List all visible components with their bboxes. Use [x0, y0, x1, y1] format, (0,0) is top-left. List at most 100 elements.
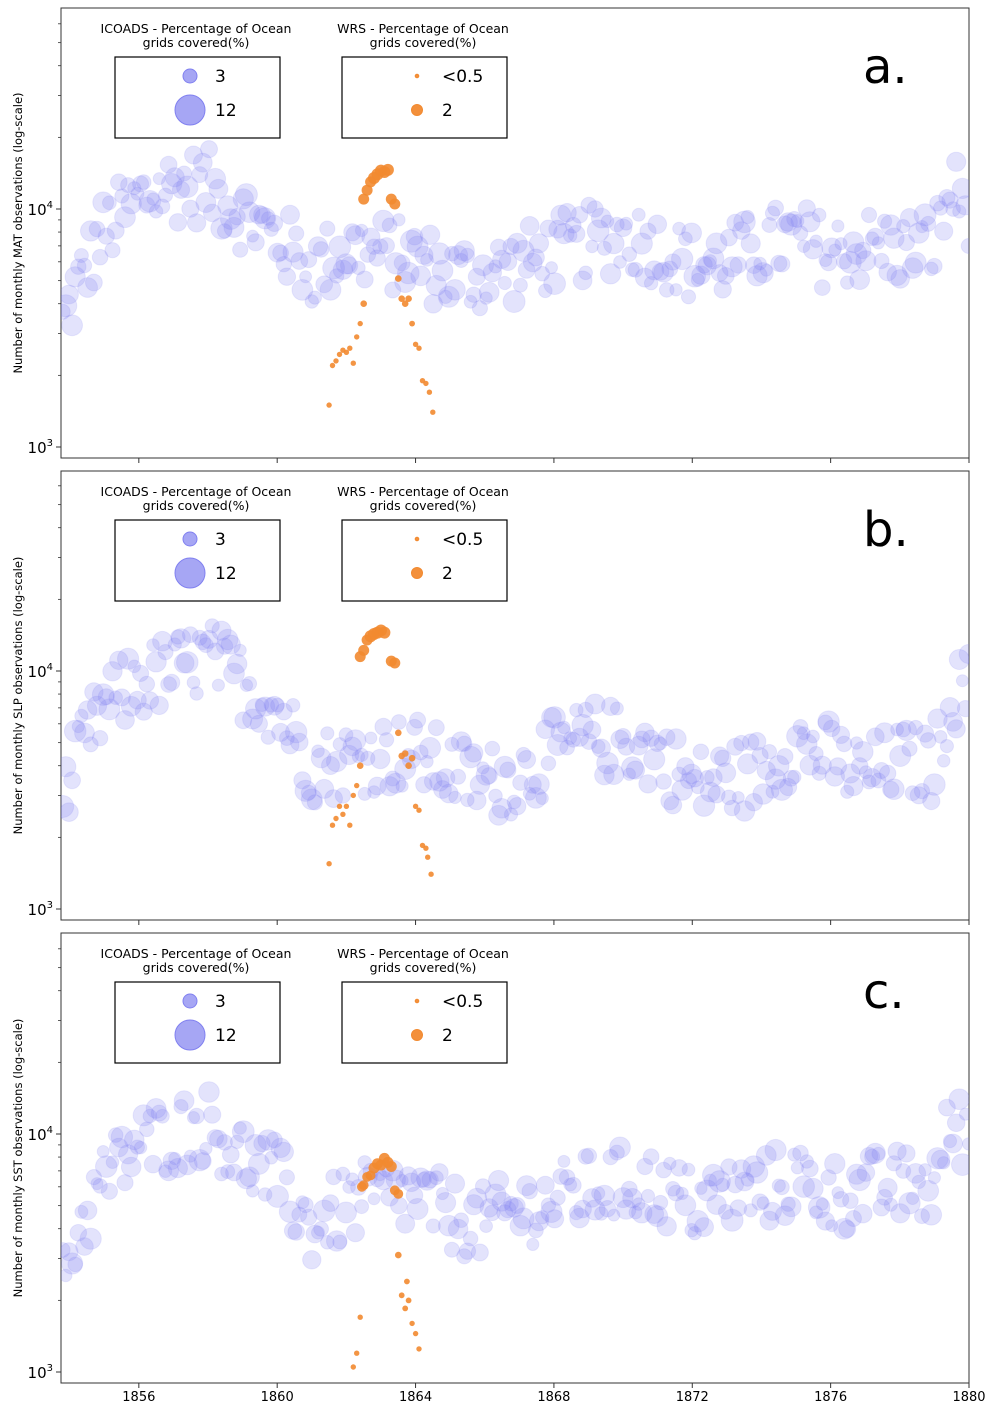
icoads-point: [395, 1174, 409, 1188]
icoads-point: [77, 700, 98, 720]
icoads-point: [489, 238, 508, 257]
icoads-point: [204, 618, 220, 634]
icoads-point: [406, 235, 429, 258]
icoads-point: [835, 735, 853, 753]
icoads-point: [80, 220, 102, 242]
icoads-point: [282, 241, 304, 263]
icoads-point: [569, 702, 584, 718]
icoads-point: [692, 794, 716, 817]
icoads-point: [67, 1256, 83, 1273]
icoads-point: [671, 779, 694, 801]
icoads-point: [831, 725, 851, 745]
icoads-point: [475, 764, 497, 786]
icoads-point: [263, 697, 280, 713]
icoads-point: [335, 1166, 351, 1182]
icoads-point: [465, 286, 482, 303]
icoads-point: [238, 201, 261, 223]
icoads-point: [710, 746, 730, 766]
icoads-point: [818, 253, 833, 268]
icoads-point: [525, 787, 547, 809]
icoads-point: [631, 207, 646, 222]
icoads-point: [938, 1098, 956, 1117]
icoads-point: [306, 794, 323, 811]
wrs-point: [329, 822, 336, 828]
icoads-point: [225, 1163, 243, 1182]
legend-marker: [174, 557, 206, 589]
icoads-point: [340, 256, 359, 275]
icoads-point: [780, 1196, 796, 1212]
icoads-point: [425, 1218, 441, 1234]
icoads-point: [835, 253, 853, 270]
icoads-point: [152, 630, 173, 652]
icoads-point: [307, 236, 329, 257]
icoads-point: [157, 644, 174, 661]
icoads-point: [189, 686, 204, 701]
icoads-point: [832, 1191, 850, 1208]
icoads-point: [423, 772, 443, 791]
icoads-point: [948, 1088, 969, 1110]
icoads-point: [926, 1147, 949, 1170]
icoads-point: [74, 708, 89, 724]
icoads-point: [132, 1104, 155, 1127]
icoads-point: [522, 786, 537, 801]
icoads-point: [756, 1196, 770, 1210]
icoads-point: [792, 719, 809, 735]
icoads-point: [365, 238, 383, 255]
legend-entry-label: 12: [215, 101, 237, 121]
icoads-point: [848, 1168, 871, 1192]
icoads-point: [602, 1149, 619, 1166]
icoads-point: [831, 219, 845, 233]
icoads-point: [354, 223, 369, 238]
icoads-point: [584, 1199, 606, 1221]
icoads-point: [310, 747, 332, 769]
icoads-point: [234, 711, 253, 730]
icoads-point: [726, 213, 745, 232]
icoads-point: [577, 701, 594, 719]
icoads-point: [497, 275, 512, 291]
icoads-point: [257, 1187, 273, 1202]
icoads-point: [774, 1179, 790, 1196]
icoads-point: [232, 188, 254, 210]
icoads-point: [686, 1209, 710, 1233]
icoads-point: [106, 221, 125, 240]
icoads-point: [124, 1129, 145, 1151]
icoads-point: [300, 251, 318, 269]
icoads-point: [438, 289, 453, 304]
icoads-point: [435, 1192, 457, 1214]
icoads-point: [319, 278, 342, 301]
icoads-point: [764, 768, 787, 790]
icoads-point: [616, 1199, 637, 1220]
icoads-point: [138, 675, 156, 693]
icoads-point: [474, 1178, 492, 1195]
icoads-point: [86, 695, 108, 716]
icoads-point: [764, 205, 781, 221]
icoads-point: [799, 754, 821, 776]
icoads-point: [843, 776, 864, 797]
icoads-point: [130, 186, 145, 201]
icoads-point: [590, 207, 612, 229]
icoads-point: [118, 1144, 139, 1165]
icoads-point: [476, 761, 490, 775]
icoads-point: [257, 1129, 280, 1151]
icoads-point: [274, 702, 293, 721]
icoads-point: [955, 674, 969, 688]
icoads-point: [135, 174, 152, 190]
icoads-point: [578, 265, 594, 281]
icoads-point: [439, 783, 459, 804]
wrs-point: [401, 750, 409, 757]
icoads-point: [354, 747, 369, 763]
icoads-point: [206, 642, 225, 661]
icoads-point: [590, 739, 606, 754]
icoads-point: [786, 725, 809, 748]
icoads-point: [703, 1173, 717, 1187]
icoads-point: [540, 755, 557, 772]
icoads-point: [70, 258, 87, 275]
icoads-point: [294, 779, 317, 802]
icoads-point: [771, 1178, 786, 1193]
icoads-point: [228, 208, 246, 226]
icoads-point: [223, 662, 245, 685]
icoads-point: [85, 1169, 103, 1186]
icoads-point: [334, 787, 352, 804]
icoads-point: [729, 256, 747, 274]
